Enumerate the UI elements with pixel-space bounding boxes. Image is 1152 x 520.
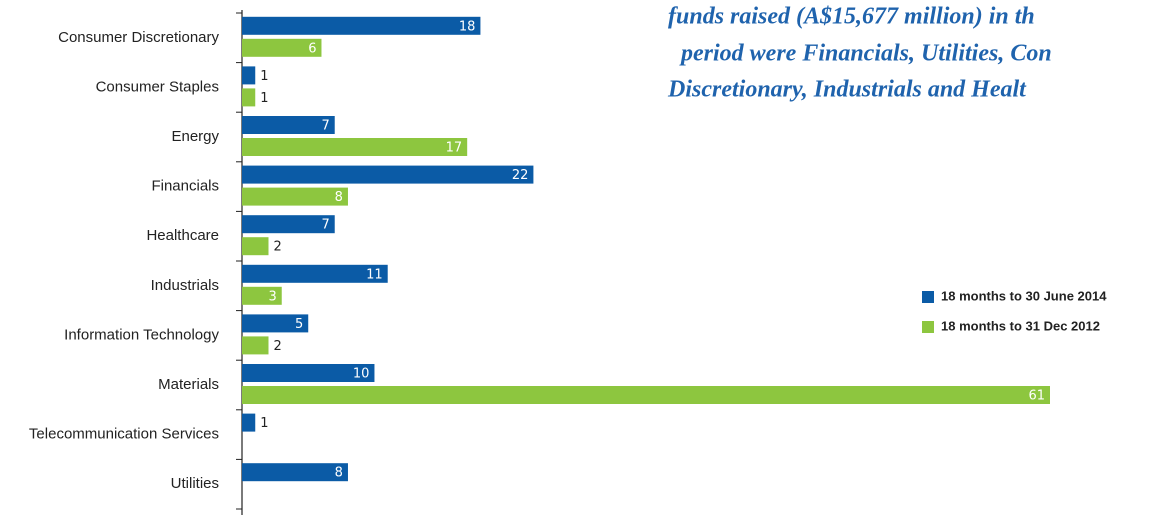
category-label: Consumer Staples	[96, 78, 219, 95]
bar	[242, 463, 348, 482]
category-label: Consumer Discretionary	[58, 29, 219, 46]
bar	[242, 237, 269, 256]
bar	[242, 386, 1050, 404]
value-label: 2	[273, 339, 281, 354]
category-label: Financials	[151, 178, 219, 195]
bar	[242, 116, 335, 134]
bar	[242, 165, 534, 184]
category-label: Information Technology	[64, 326, 219, 343]
category-label: Utilities	[171, 475, 219, 492]
value-label: 8	[335, 190, 343, 205]
bar	[242, 66, 256, 85]
category-label: Energy	[171, 128, 219, 145]
value-label: 7	[321, 119, 329, 134]
bar	[242, 38, 322, 57]
value-label: 11	[366, 267, 383, 282]
bar	[242, 264, 388, 283]
value-label: 10	[353, 367, 370, 382]
annotation: Discretionary, Industrials and Healt	[667, 77, 1027, 103]
bar	[242, 88, 256, 107]
value-label: 6	[308, 41, 316, 56]
annotation: period were Financials, Utilities, Con	[679, 41, 1052, 67]
category-label: Telecommunication Services	[29, 426, 219, 443]
value-label: 3	[268, 289, 276, 304]
category-label: Materials	[158, 376, 219, 393]
bar	[242, 336, 269, 355]
value-label: 5	[295, 317, 303, 332]
value-label: 22	[512, 168, 529, 183]
value-label: 1	[260, 69, 268, 84]
value-label: 8	[335, 466, 343, 481]
bar	[242, 413, 256, 432]
bar	[242, 314, 309, 333]
bar	[242, 16, 481, 35]
value-label: 18	[459, 19, 476, 34]
value-label: 2	[273, 240, 281, 255]
value-label: 1	[260, 91, 268, 106]
value-label: 17	[446, 141, 463, 156]
annotation: funds raised (A$15,677 million) in th	[668, 4, 1035, 30]
legend-swatch	[922, 321, 934, 333]
bar	[242, 286, 282, 305]
category-label: Healthcare	[146, 227, 219, 244]
value-label: 1	[260, 416, 268, 431]
category-label: Industrials	[151, 277, 219, 294]
value-label: 7	[321, 218, 329, 233]
value-label: 61	[1028, 389, 1045, 404]
legend-swatch	[922, 291, 934, 303]
bar	[242, 187, 348, 206]
legend-label: 18 months to 30 June 2014	[941, 288, 1107, 303]
legend-label: 18 months to 31 Dec 2012	[941, 318, 1100, 333]
bar	[242, 138, 468, 156]
bar	[242, 215, 335, 234]
bar	[242, 364, 375, 382]
